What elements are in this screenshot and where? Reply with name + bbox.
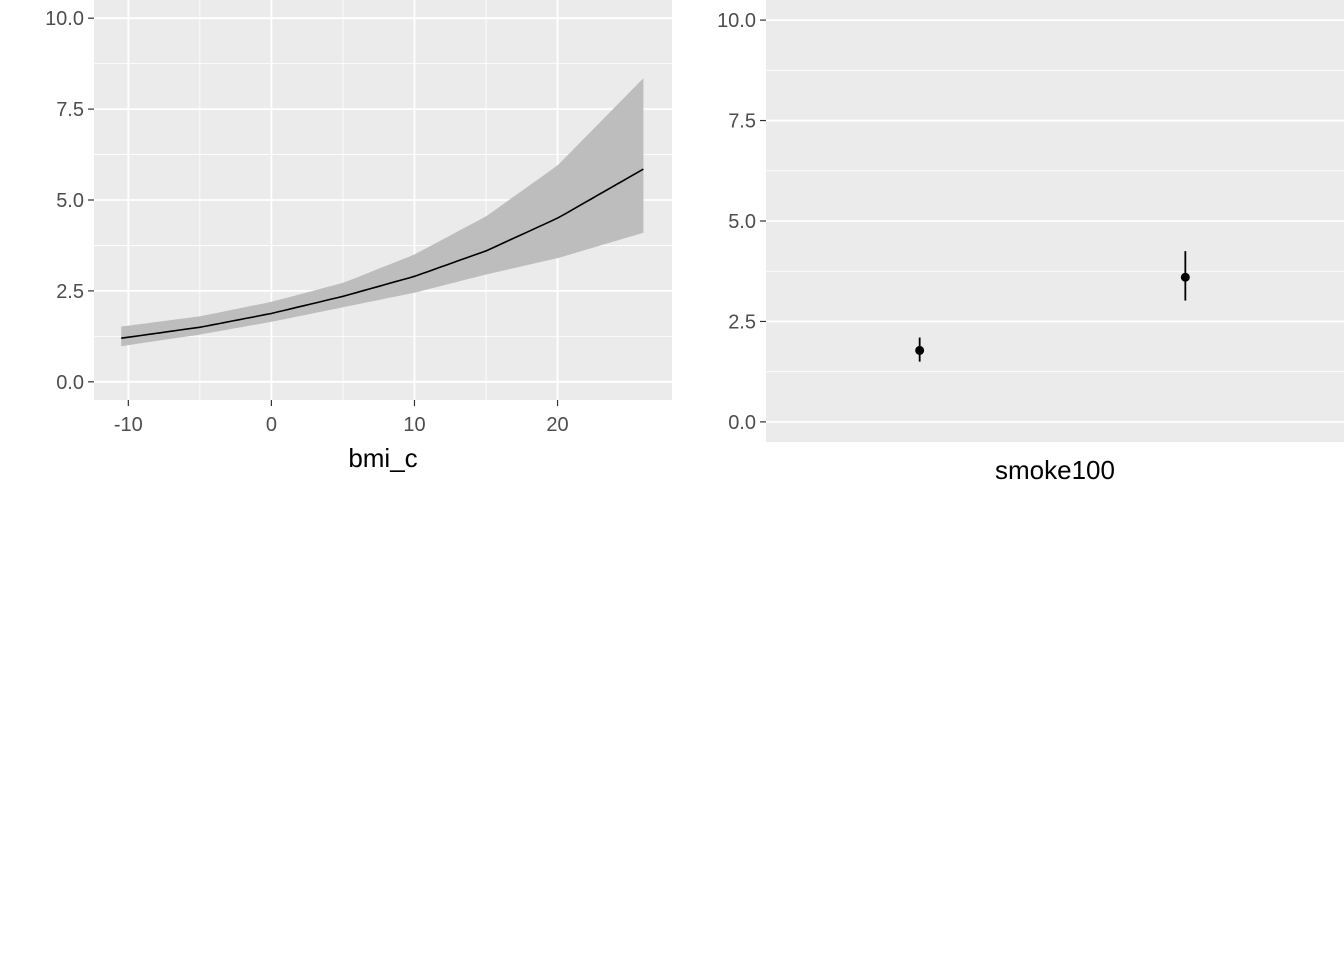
data-point [915,345,925,355]
y-tick-label: 7.5 [56,99,84,121]
smoke100-panel: 0.0 2.5 5.0 7.5 10.0 smoke100 [717,0,1344,485]
x-tick-label: -10 [114,414,143,436]
y-tick-label: 10.0 [717,10,756,32]
x-axis-title: bmi_c [348,443,417,473]
y-tick-label: 0.0 [728,412,756,434]
data-point [1180,272,1190,282]
x-tick-label: 0 [266,414,277,436]
confidence-ribbon [121,78,644,347]
x-axis-title: smoke100 [995,455,1115,485]
y-tick-label: 7.5 [728,111,756,133]
x-tick-label: 10 [403,414,425,436]
bmi-panel: 0.0 2.5 5.0 7.5 10.0 -10 0 10 20 bmi_c [45,0,672,473]
y-tick-label: 10.0 [45,8,84,30]
x-tick-label: 20 [546,414,568,436]
fitted-line [121,168,644,339]
y-tick-label: 2.5 [728,311,756,333]
y-tick-label: 0.0 [56,372,84,394]
y-tick-label: 5.0 [56,190,84,212]
y-tick-label: 2.5 [56,281,84,303]
y-tick-label: 5.0 [728,211,756,233]
